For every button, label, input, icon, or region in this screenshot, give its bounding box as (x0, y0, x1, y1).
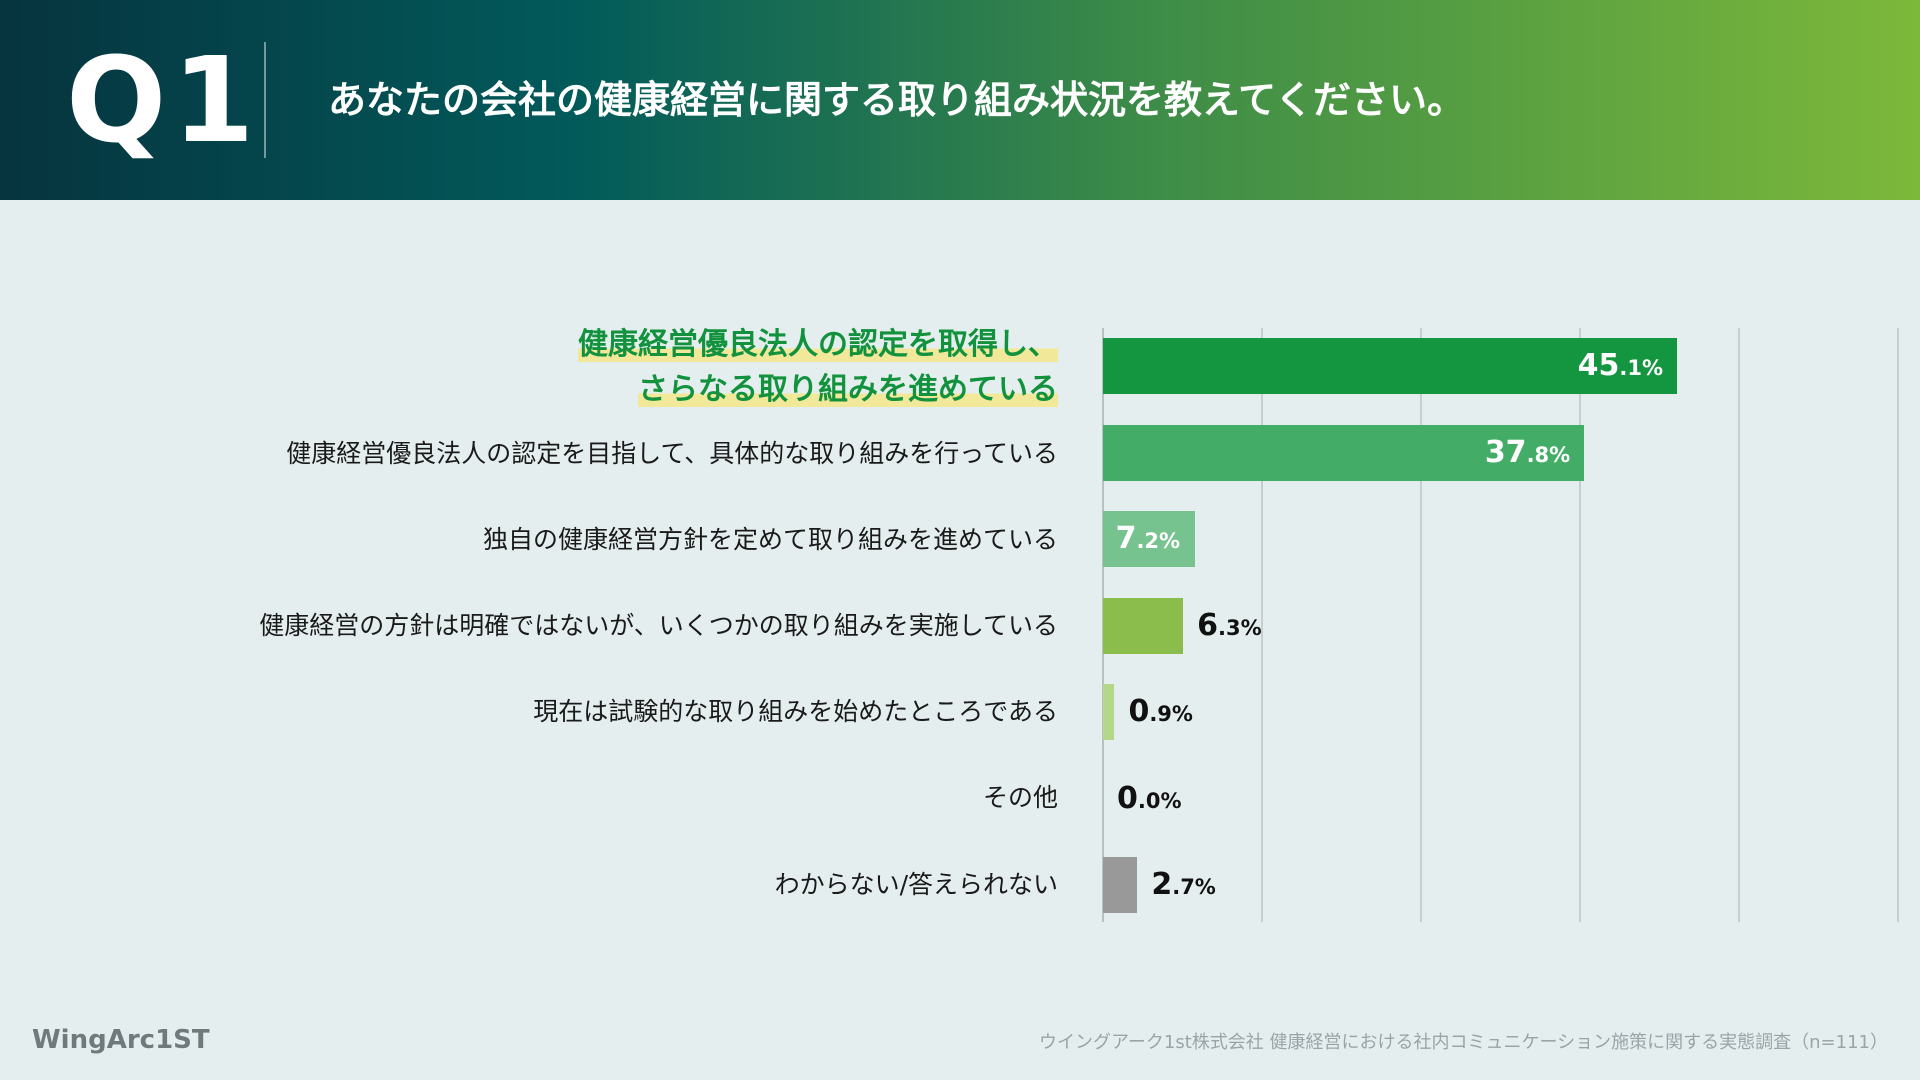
highlight-line-1: 健康経営優良法人の認定を取得し、 (578, 327, 1058, 362)
bar (1103, 857, 1138, 913)
gridline (1738, 328, 1740, 922)
value-label-fraction: .7% (1172, 875, 1216, 899)
value-label-fraction: .9% (1149, 702, 1193, 726)
value-label-integer: 2 (1151, 867, 1173, 902)
bar (1103, 511, 1195, 567)
value-label-integer: 0 (1128, 694, 1150, 729)
value-label: 45.1% (1578, 338, 1663, 394)
value-label-fraction: .2% (1136, 529, 1181, 553)
bar (1103, 684, 1115, 740)
category-label: その他 (982, 783, 1058, 812)
value-label-fraction: .3% (1218, 616, 1262, 640)
bar (1103, 338, 1677, 394)
header-divider (264, 42, 266, 158)
bar (1103, 425, 1584, 481)
question-label: Q1 (66, 31, 261, 169)
category-label: 健康経営の方針は明確ではないが、いくつかの取り組みを実施している (259, 611, 1058, 640)
category-label: 独自の健康経営方針を定めて取り組みを進めている (482, 525, 1058, 554)
category-label: わからない/答えられない (774, 870, 1058, 899)
value-label: 37.8% (1485, 425, 1570, 481)
source-note: ウイングアーク1st株式会社 健康経営における社内コミュニケーション施策に関する… (1038, 1032, 1888, 1053)
value-label-fraction: .1% (1619, 356, 1664, 380)
value-label: 2.7% (1151, 857, 1216, 913)
gridline (1897, 328, 1899, 922)
category-label: 現在は試験的な取り組みを始めたところである (533, 697, 1058, 726)
value-label-integer: 0 (1117, 781, 1138, 816)
gridline (1579, 328, 1581, 922)
wingarc-logo: WingArc1ST (32, 1025, 210, 1055)
value-label: 0.0% (1117, 771, 1182, 827)
value-label: 0.9% (1128, 684, 1193, 740)
value-label-fraction: .0% (1137, 789, 1182, 813)
value-label-integer: 45 (1577, 348, 1620, 383)
page-title: あなたの会社の健康経営に関する取り組み状況を教えてください。 (328, 78, 1465, 122)
gridline (1261, 328, 1263, 922)
gridline (1420, 328, 1422, 922)
header-banner: Q1 あなたの会社の健康経営に関する取り組み状況を教えてください。 (0, 0, 1920, 200)
value-label: 6.3% (1197, 598, 1262, 654)
category-label: 健康経営優良法人の認定を目指して、具体的な取り組みを行っている (286, 439, 1058, 468)
category-label-highlight: 健康経営優良法人の認定を取得し、 さらなる取り組みを進めている (498, 322, 1058, 412)
value-label-integer: 7 (1115, 521, 1137, 556)
value-label-fraction: .8% (1526, 443, 1571, 467)
value-label-integer: 37 (1484, 435, 1527, 470)
highlight-line-2: さらなる取り組みを進めている (638, 372, 1058, 407)
value-label-integer: 6 (1197, 608, 1218, 643)
bar (1103, 598, 1184, 654)
value-label: 7.2% (1116, 511, 1181, 567)
